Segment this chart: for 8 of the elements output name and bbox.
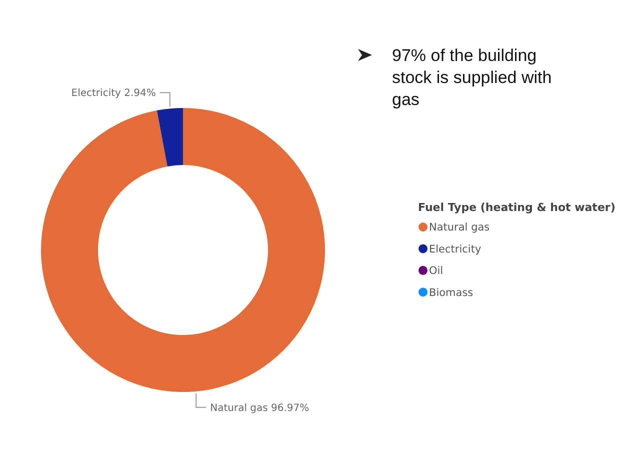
- legend-title: Fuel Type (heating & hot water): [418, 200, 616, 214]
- legend-label: Natural gas: [429, 222, 490, 234]
- data-label: Natural gas 96.97%: [210, 402, 310, 414]
- data-label: Electricity 2.94%: [71, 88, 156, 100]
- legend-label: Oil: [429, 265, 444, 278]
- legend-label: Biomass: [429, 286, 474, 299]
- text: 97% of the building stock is supplied with gas: [392, 46, 552, 110]
- legend-label: Electricity: [429, 243, 482, 256]
